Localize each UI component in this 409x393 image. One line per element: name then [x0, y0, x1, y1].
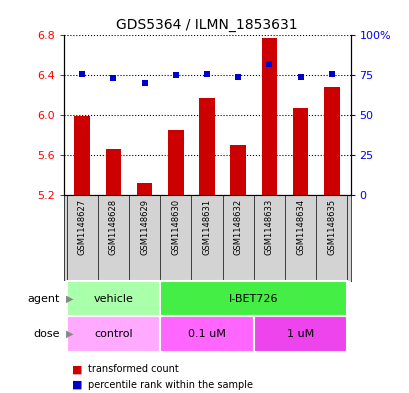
Bar [253, 316, 346, 352]
Point [79, 70, 85, 77]
Bar [137, 183, 152, 195]
Text: 0.1 uM: 0.1 uM [188, 329, 225, 339]
Text: GSM1148628: GSM1148628 [109, 199, 118, 255]
Bar [106, 149, 121, 195]
Point [110, 75, 117, 81]
Text: GSM1148632: GSM1148632 [233, 199, 242, 255]
Bar [160, 281, 346, 316]
Text: percentile rank within the sample: percentile rank within the sample [88, 380, 252, 390]
Text: vehicle: vehicle [93, 294, 133, 304]
Text: GSM1148635: GSM1148635 [326, 199, 335, 255]
Text: GSM1148634: GSM1148634 [295, 199, 304, 255]
Bar [292, 108, 308, 195]
Point [141, 80, 148, 86]
Text: GSM1148631: GSM1148631 [202, 199, 211, 255]
Text: ▶: ▶ [65, 294, 73, 304]
Bar [67, 316, 160, 352]
Bar [261, 39, 276, 195]
Title: GDS5364 / ILMN_1853631: GDS5364 / ILMN_1853631 [116, 18, 297, 31]
Bar [168, 130, 183, 195]
Text: I-BET726: I-BET726 [229, 294, 278, 304]
Bar [74, 116, 90, 195]
Text: GSM1148629: GSM1148629 [140, 199, 149, 255]
Text: GSM1148633: GSM1148633 [264, 199, 273, 255]
Text: agent: agent [27, 294, 59, 304]
Text: GSM1148630: GSM1148630 [171, 199, 180, 255]
Text: ■: ■ [72, 380, 82, 390]
Bar [199, 98, 214, 195]
Text: control: control [94, 329, 133, 339]
Point [234, 73, 241, 80]
Bar [67, 281, 160, 316]
Text: dose: dose [33, 329, 59, 339]
Text: ▶: ▶ [65, 329, 73, 339]
Text: transformed count: transformed count [88, 364, 178, 375]
Point [328, 70, 334, 77]
Text: 1 uM: 1 uM [286, 329, 313, 339]
Point [265, 61, 272, 67]
Text: GSM1148627: GSM1148627 [78, 199, 87, 255]
Text: ■: ■ [72, 364, 82, 375]
Bar [230, 145, 245, 195]
Bar [323, 87, 339, 195]
Point [297, 73, 303, 80]
Point [203, 70, 210, 77]
Bar [160, 316, 253, 352]
Point [172, 72, 179, 78]
